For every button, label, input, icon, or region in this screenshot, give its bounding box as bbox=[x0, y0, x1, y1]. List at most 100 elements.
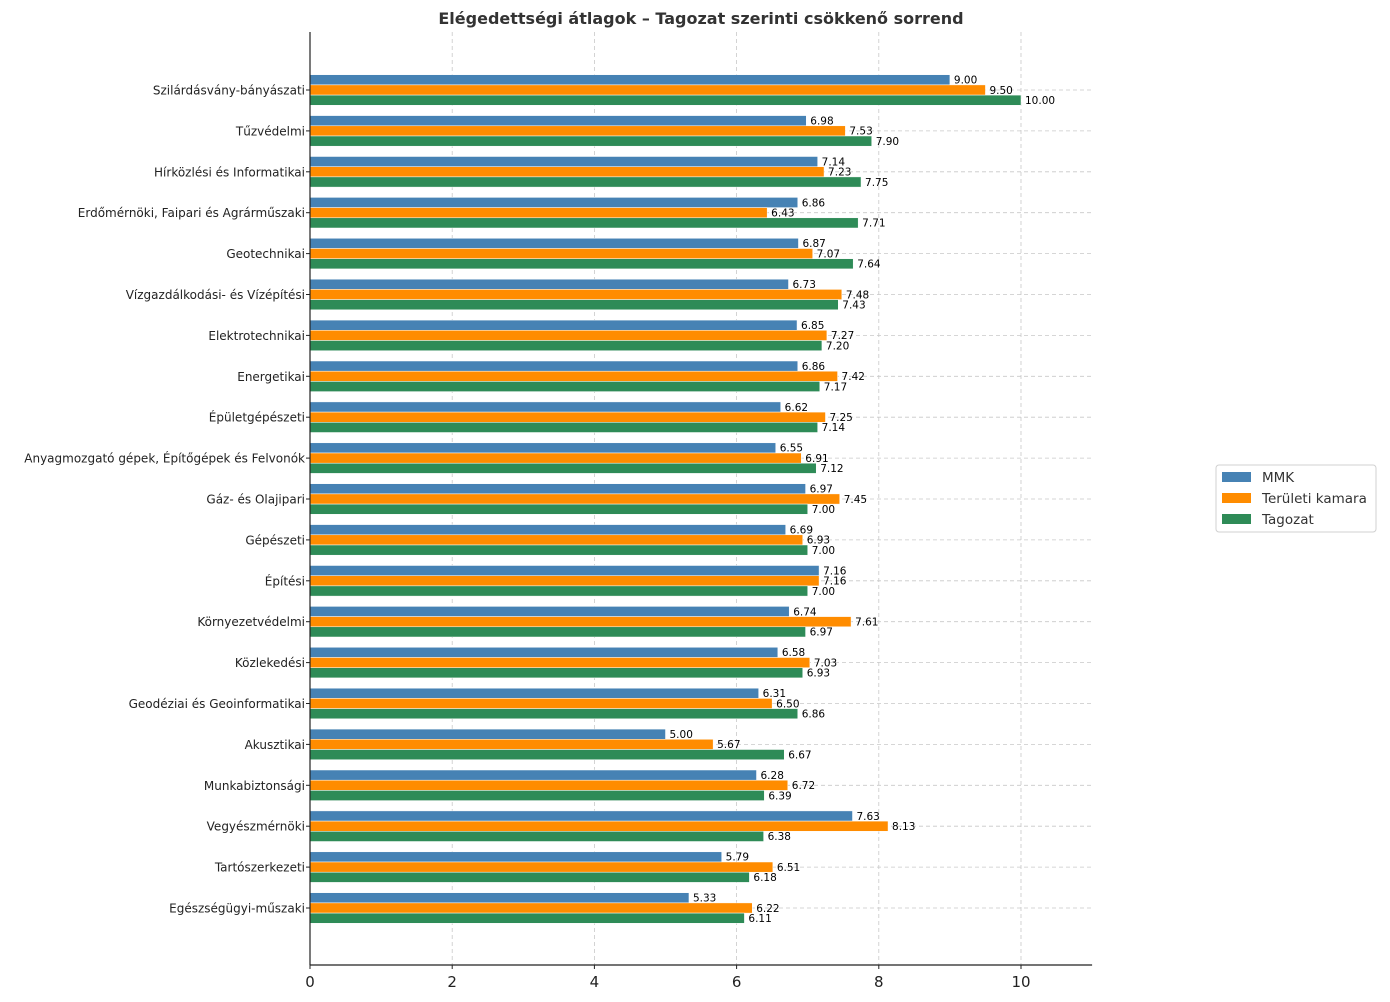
value-label: 6.86 bbox=[802, 709, 826, 721]
value-label: 7.42 bbox=[842, 371, 865, 383]
value-label: 7.75 bbox=[865, 177, 888, 189]
bar-tagozat bbox=[309, 299, 839, 311]
bar-területi-kamara bbox=[309, 861, 774, 873]
bar-mmk bbox=[309, 442, 776, 454]
x-tick-label: 10 bbox=[1011, 973, 1030, 991]
value-label: 6.74 bbox=[793, 606, 817, 618]
value-label: 6.22 bbox=[756, 903, 779, 915]
value-label: 7.14 bbox=[822, 422, 846, 434]
bar-tagozat bbox=[309, 176, 862, 188]
y-axis: Szilárdásvány-bányászati Tűzvédelmi Hírköz… bbox=[24, 32, 311, 965]
value-label: 7.16 bbox=[823, 576, 847, 588]
value-labels-group: 9.009.5010.006.987.537.907.147.237.756.8… bbox=[670, 75, 1056, 925]
value-label: 5.33 bbox=[693, 893, 716, 905]
x-axis: 0 2 4 6 8 10 bbox=[305, 964, 1093, 991]
bar-mmk bbox=[309, 319, 798, 331]
bar-mmk bbox=[309, 647, 779, 658]
bar-tagozat bbox=[309, 135, 872, 147]
value-label: 6.62 bbox=[785, 402, 808, 414]
bar-mmk bbox=[309, 278, 789, 290]
bar-tagozat bbox=[309, 667, 803, 679]
legend-swatch bbox=[1222, 493, 1251, 503]
y-tick-label: Környezetvédelmi bbox=[197, 615, 305, 629]
bar-mmk bbox=[309, 156, 818, 167]
legend-label: Területi kamara bbox=[1261, 491, 1367, 507]
value-label: 10.00 bbox=[1025, 95, 1055, 107]
value-label: 6.51 bbox=[777, 862, 800, 874]
value-label: 7.63 bbox=[856, 811, 879, 823]
value-label: 6.58 bbox=[782, 647, 805, 659]
bar-tagozat bbox=[309, 912, 745, 924]
bar-mmk bbox=[309, 360, 798, 372]
value-label: 5.00 bbox=[670, 729, 693, 741]
bar-tagozat bbox=[309, 585, 808, 597]
value-label: 6.28 bbox=[761, 770, 784, 782]
value-label: 6.85 bbox=[801, 320, 824, 332]
value-label: 6.38 bbox=[768, 831, 791, 843]
bar-területi-kamara bbox=[309, 370, 838, 382]
value-label: 7.71 bbox=[862, 218, 885, 230]
value-label: 7.23 bbox=[828, 167, 851, 179]
value-label: 8.13 bbox=[892, 821, 915, 833]
y-tick-label: Szilárdásvány-bányászati bbox=[153, 84, 305, 98]
x-tick-label: 0 bbox=[305, 973, 315, 991]
value-label: 7.00 bbox=[812, 545, 835, 557]
bar-mmk bbox=[309, 851, 722, 863]
bar-tagozat bbox=[309, 381, 821, 392]
value-label: 7.16 bbox=[823, 565, 847, 577]
value-label: 7.48 bbox=[846, 289, 869, 301]
bar-területi-kamara bbox=[309, 493, 840, 505]
x-tick-label: 4 bbox=[590, 973, 600, 991]
bar-tagozat bbox=[309, 790, 765, 801]
y-tick-label: Energetikai bbox=[237, 370, 305, 384]
value-label: 5.79 bbox=[726, 852, 749, 864]
value-label: 7.45 bbox=[844, 494, 867, 506]
value-label: 7.12 bbox=[820, 463, 843, 475]
bar-tagozat bbox=[309, 749, 785, 760]
bar-területi-kamara bbox=[309, 779, 789, 791]
value-label: 6.50 bbox=[776, 698, 799, 710]
y-tick-label: Vízgazdálkodási- és Vízépítési bbox=[126, 288, 305, 302]
y-tick-label: Vegyészmérnöki bbox=[207, 820, 305, 834]
value-label: 7.03 bbox=[814, 657, 837, 669]
value-label: 5.67 bbox=[717, 739, 740, 751]
bar-területi-kamara bbox=[309, 698, 773, 709]
value-label: 6.91 bbox=[805, 453, 828, 465]
value-label: 6.67 bbox=[788, 749, 811, 761]
bar-területi-kamara bbox=[309, 248, 813, 259]
bar-tagozat bbox=[309, 94, 1022, 106]
value-label: 6.31 bbox=[763, 688, 786, 700]
x-tick-label: 6 bbox=[732, 973, 742, 991]
bar-mmk bbox=[309, 524, 786, 536]
bar-tagozat bbox=[309, 708, 798, 720]
bar-tagozat bbox=[309, 831, 764, 842]
value-label: 6.72 bbox=[792, 780, 815, 792]
value-label: 6.86 bbox=[802, 197, 826, 209]
bar-tagozat bbox=[309, 258, 854, 270]
chart-title: Elégedettségi átlagok – Tagozat szerinti… bbox=[438, 9, 963, 28]
value-label: 6.73 bbox=[793, 279, 816, 291]
bar-mmk bbox=[309, 74, 951, 86]
value-label: 6.55 bbox=[780, 443, 803, 455]
y-tick-label: Anyagmozgató gépek, Építőgépek és Felvon… bbox=[24, 451, 305, 466]
y-tick-label: Geodéziai és Geoinformatikai bbox=[129, 697, 305, 711]
bar-mmk bbox=[309, 892, 690, 904]
value-label: 7.14 bbox=[822, 156, 846, 168]
bar-mmk bbox=[309, 483, 806, 495]
bar-területi-kamara bbox=[309, 125, 846, 137]
bar-területi-kamara bbox=[309, 616, 852, 628]
y-tick-label: Közlekedési bbox=[235, 656, 305, 670]
value-label: 6.39 bbox=[768, 790, 791, 802]
legend-swatch bbox=[1222, 472, 1251, 482]
value-label: 6.43 bbox=[771, 208, 794, 220]
bar-mmk bbox=[309, 401, 781, 413]
value-label: 7.20 bbox=[826, 340, 849, 352]
y-tick-label: Építési bbox=[265, 573, 305, 588]
value-label: 7.27 bbox=[831, 330, 854, 342]
bar-tagozat bbox=[309, 340, 823, 351]
legend-label: MMK bbox=[1262, 470, 1295, 486]
bar-mmk bbox=[309, 728, 666, 740]
legend-label: Tagozat bbox=[1261, 512, 1314, 528]
bar-mmk bbox=[309, 197, 798, 208]
